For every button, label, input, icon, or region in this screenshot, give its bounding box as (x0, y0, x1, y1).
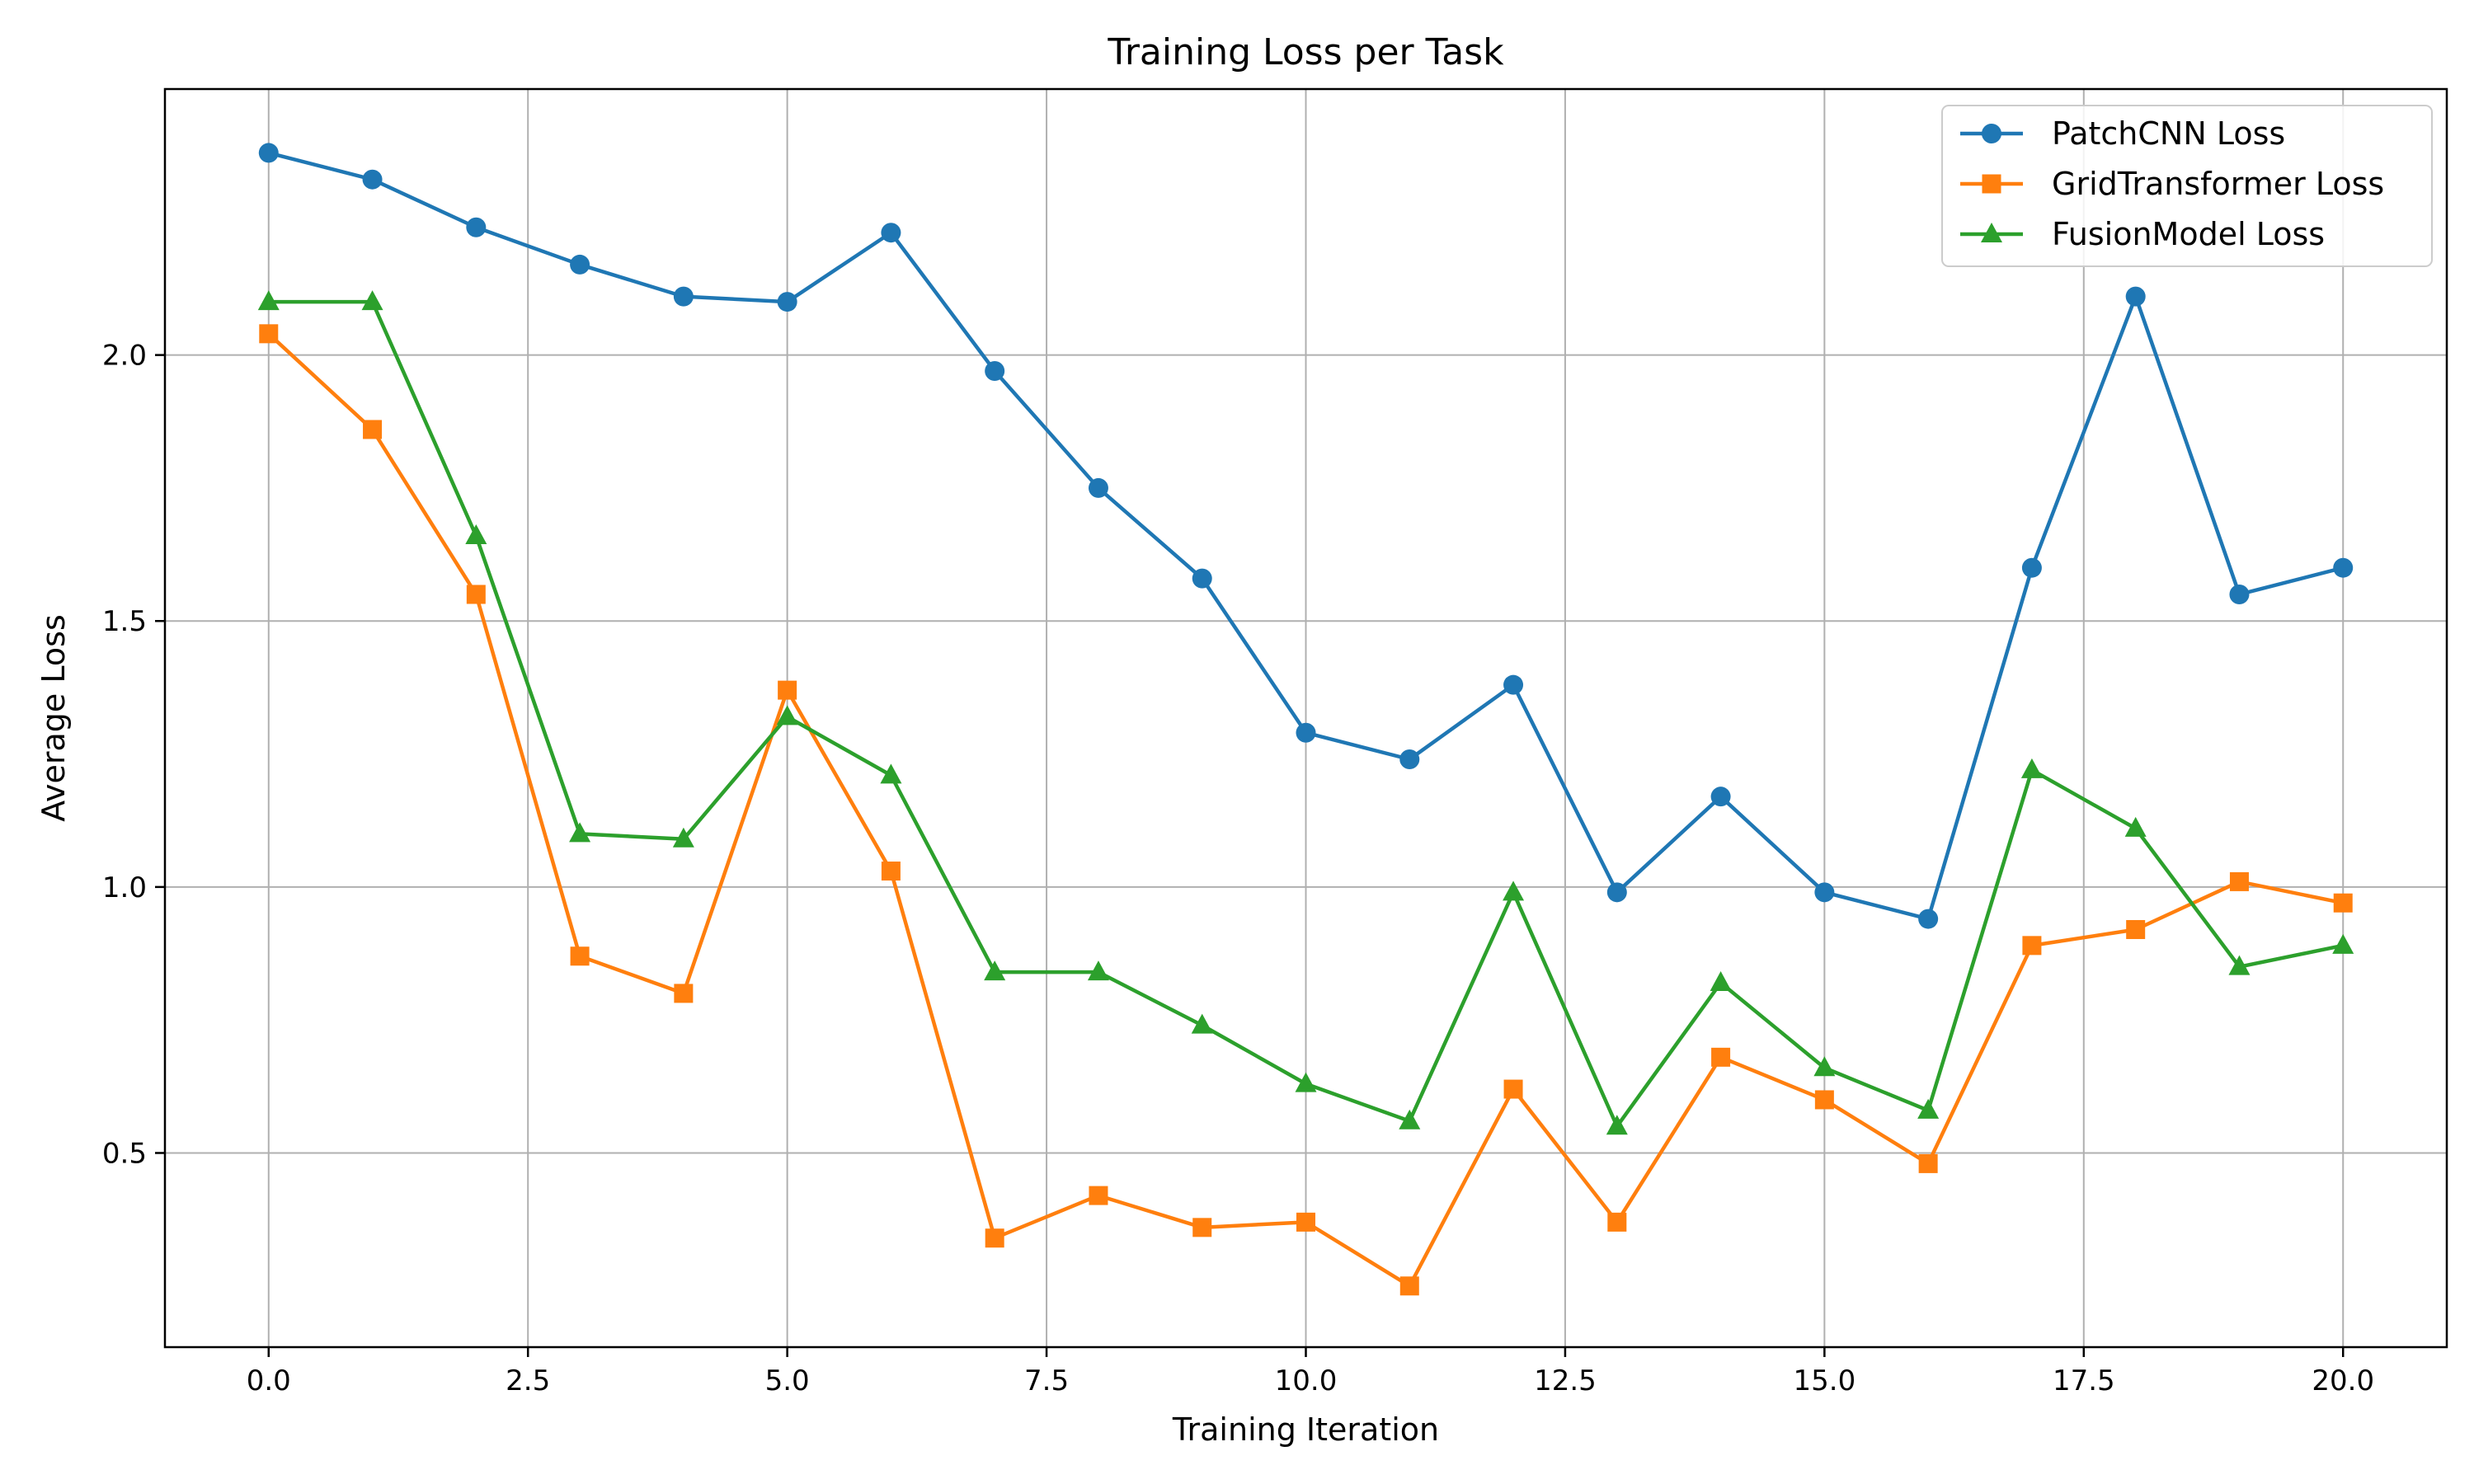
data-point (2126, 919, 2146, 939)
axis-ticks: 0.0 2.5 5.0 7.5 10.0 12.5 15.0 17.5 20.0 0.5 1.0 1.… (102, 340, 2374, 1397)
data-point (466, 217, 487, 237)
data-point (1606, 882, 1627, 903)
legend: PatchCNN Loss GridTransformer Loss FusionM… (1941, 105, 2433, 267)
x-tick-label: 7.5 (1024, 1364, 1069, 1397)
legend-box (1941, 105, 2433, 267)
y-tick-label: 1.0 (102, 871, 147, 904)
data-point (361, 290, 383, 311)
series-2 (257, 290, 2354, 1135)
data-point (1606, 1115, 1628, 1135)
x-tick-label: 12.5 (1534, 1364, 1597, 1397)
data-point (259, 324, 279, 344)
data-point (1711, 1047, 1731, 1067)
data-point (258, 143, 279, 163)
legend-marker (1982, 124, 2001, 143)
data-point (881, 223, 901, 243)
data-point (777, 292, 797, 312)
data-point (880, 763, 902, 784)
data-point (363, 420, 383, 439)
data-point (1607, 1212, 1627, 1232)
legend-entry: FusionModel Loss (1960, 216, 2325, 252)
data-point (984, 960, 1006, 981)
x-tick-label: 10.0 (1275, 1364, 1338, 1397)
x-tick-label: 2.5 (506, 1364, 550, 1397)
data-point (1814, 882, 1835, 903)
data-point (985, 360, 1005, 381)
data-point (362, 169, 383, 190)
x-tick-label: 20.0 (2312, 1364, 2374, 1397)
data-point (1088, 477, 1108, 498)
data-point (674, 984, 694, 1003)
x-tick-label: 15.0 (1794, 1364, 1856, 1397)
data-point (1295, 1072, 1317, 1092)
data-point (1503, 674, 1524, 695)
x-tick-label: 5.0 (765, 1364, 810, 1397)
data-point (1399, 1109, 1421, 1129)
series-layer (257, 143, 2354, 1296)
data-point (673, 286, 694, 307)
data-point (1710, 971, 1732, 992)
x-axis-label: Training Iteration (1172, 1411, 1439, 1448)
data-point (466, 585, 486, 604)
data-point (1814, 1090, 1834, 1110)
x-tick-label: 0.0 (247, 1364, 291, 1397)
data-point (2332, 933, 2354, 954)
data-point (257, 290, 280, 311)
data-point (2229, 584, 2250, 604)
legend-label: PatchCNN Loss (2052, 115, 2285, 152)
y-tick-label: 2.0 (102, 340, 147, 373)
data-point (1399, 749, 1420, 770)
data-point (1296, 1212, 1315, 1232)
data-point (569, 822, 591, 843)
data-point (672, 827, 694, 848)
data-point (1087, 960, 1109, 981)
data-point (2228, 955, 2251, 975)
data-point (1503, 1079, 1523, 1099)
data-point (1917, 1098, 1940, 1119)
x-tick-label: 17.5 (2053, 1364, 2115, 1397)
data-point (2125, 286, 2146, 307)
y-tick-label: 0.5 (102, 1137, 147, 1170)
data-point (1813, 1056, 1836, 1077)
data-point (1918, 909, 1939, 929)
data-point (2124, 816, 2147, 837)
data-point (2229, 871, 2249, 891)
data-point (1192, 568, 1212, 589)
data-point (2333, 893, 2353, 913)
y-axis-label: Average Loss (35, 614, 72, 821)
data-point (2021, 557, 2042, 578)
data-point (1503, 881, 1525, 901)
legend-label: FusionModel Loss (2052, 216, 2325, 252)
legend-marker (1981, 223, 2002, 242)
y-tick-label: 1.5 (102, 605, 147, 638)
data-point (1399, 1276, 1419, 1296)
data-point (1089, 1186, 1108, 1205)
data-point (465, 524, 487, 545)
data-point (1710, 787, 1731, 807)
legend-entry: PatchCNN Loss (1960, 115, 2285, 152)
series-1 (259, 324, 2353, 1296)
legend-entry: GridTransformer Loss (1960, 166, 2384, 202)
data-point (2022, 936, 2042, 956)
data-point (778, 680, 797, 700)
data-point (985, 1228, 1004, 1248)
series-0 (258, 143, 2354, 929)
data-point (881, 862, 901, 881)
data-point (1192, 1218, 1212, 1237)
legend-label: GridTransformer Loss (2052, 166, 2384, 202)
data-point (570, 946, 590, 966)
data-point (1296, 722, 1316, 743)
data-point (1191, 1013, 1213, 1034)
data-point (1918, 1153, 1938, 1173)
data-point (2333, 557, 2354, 578)
data-point (570, 254, 590, 275)
data-point (776, 705, 798, 726)
legend-marker (1982, 174, 2001, 194)
data-point (2020, 758, 2043, 778)
chart-title: Training Loss per Task (1107, 31, 1504, 73)
